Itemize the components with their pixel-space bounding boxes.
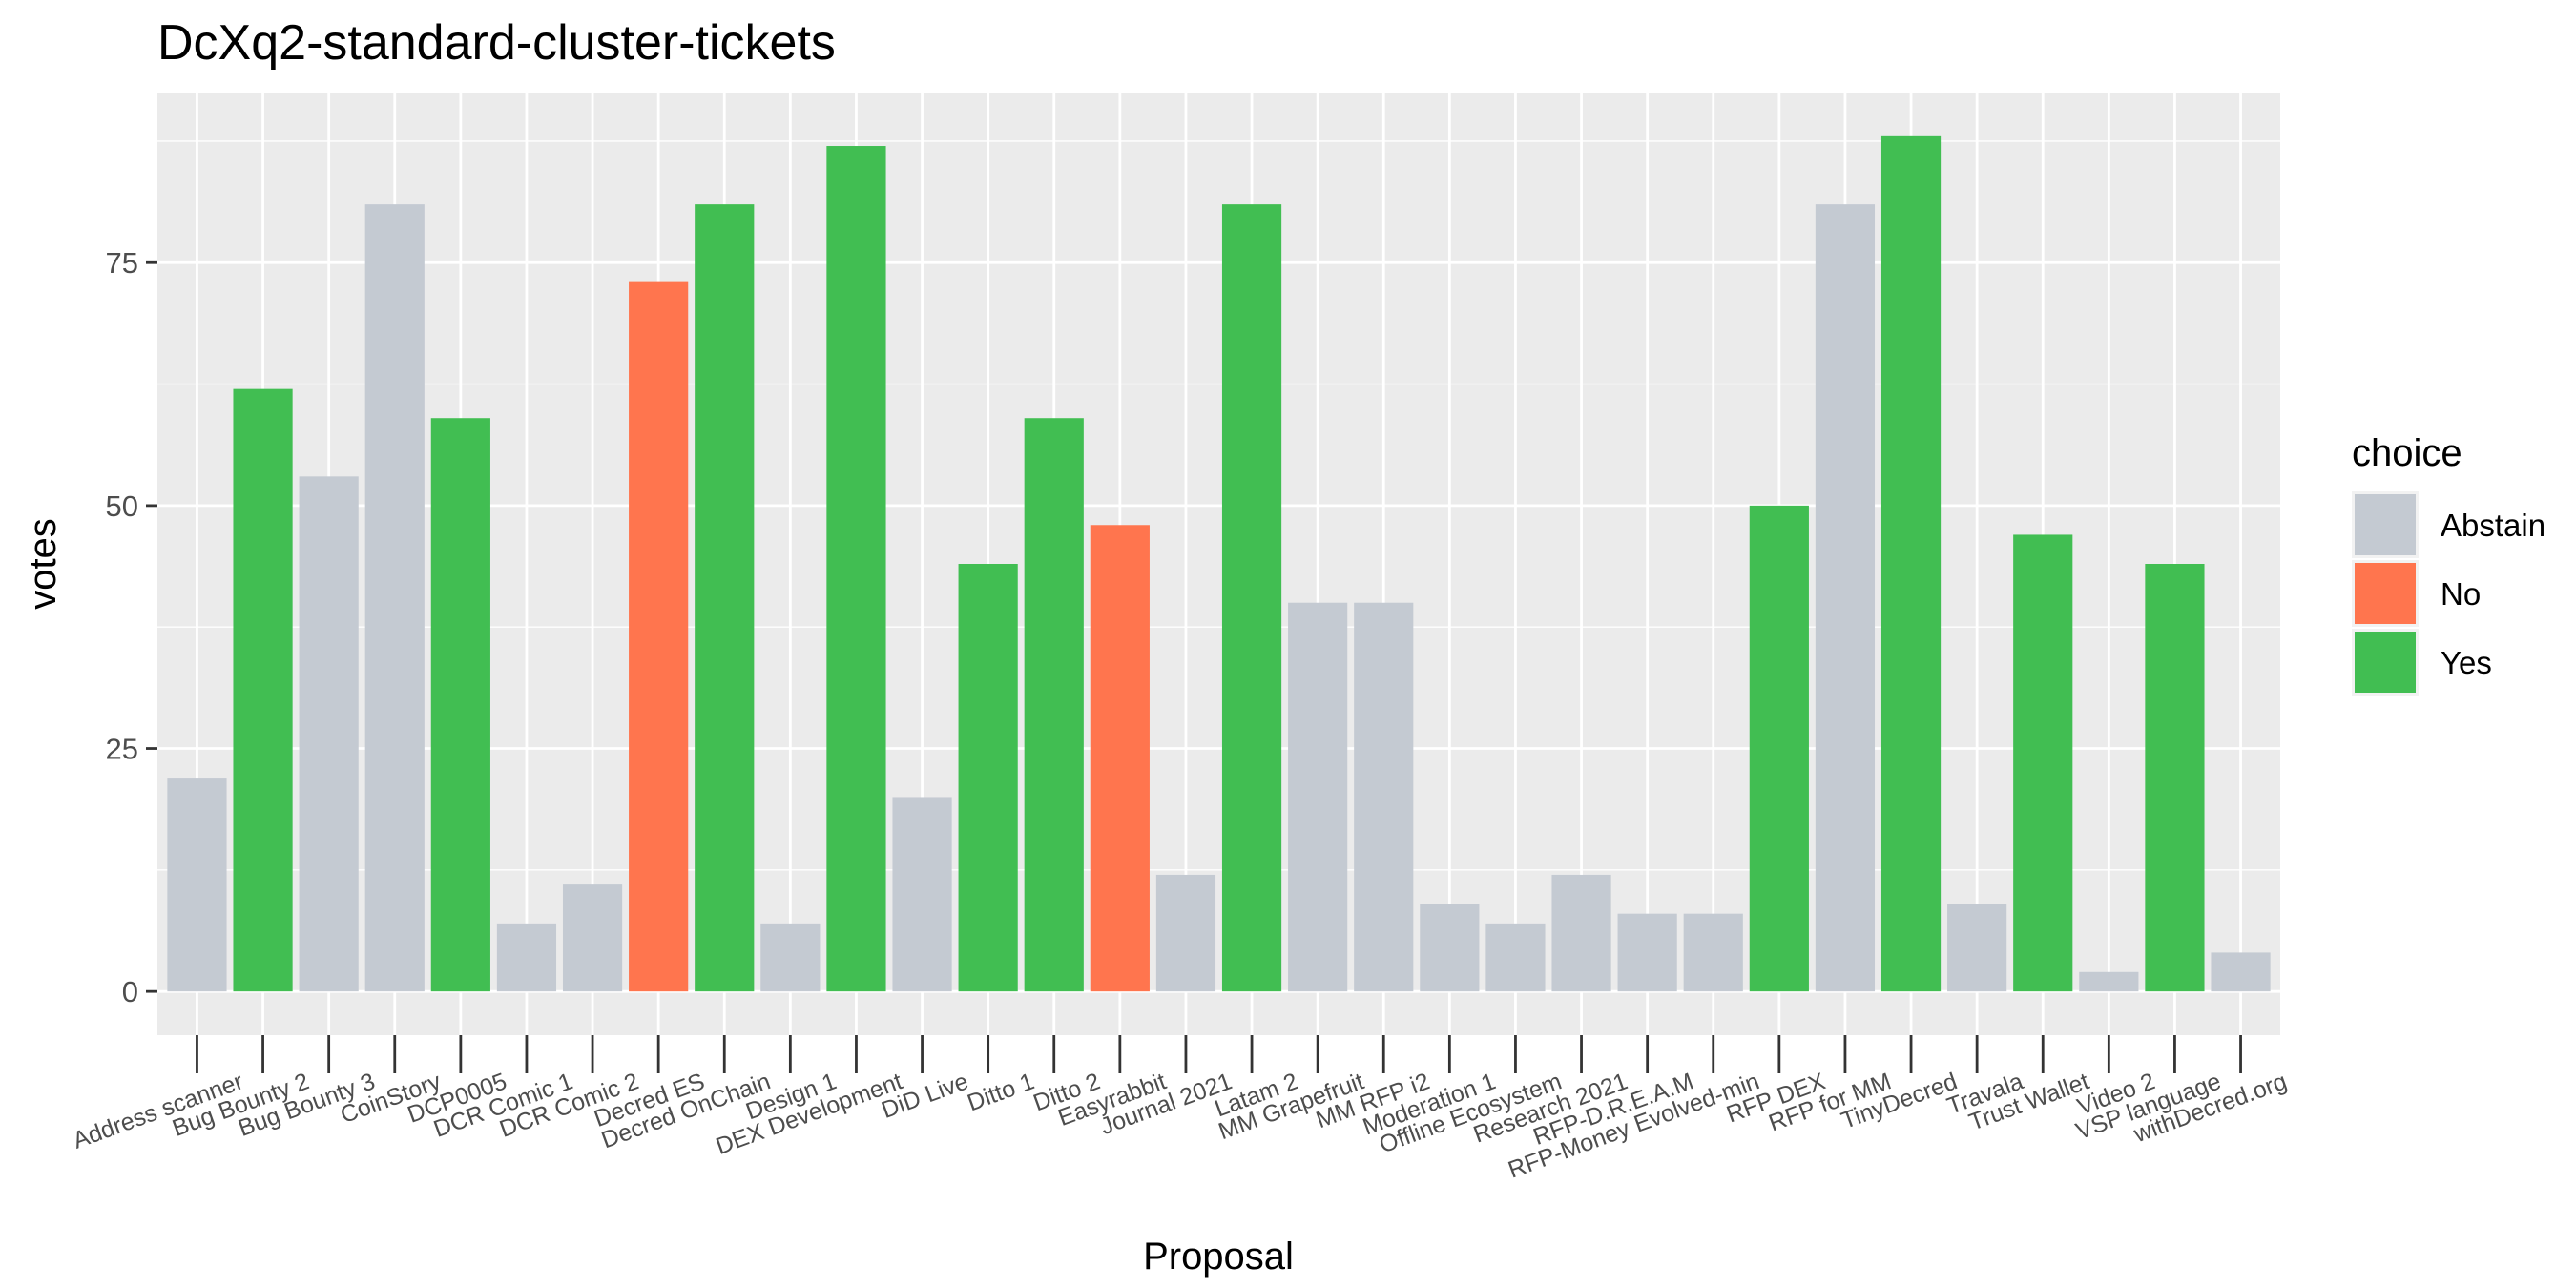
bar: [1947, 904, 2007, 992]
bar: [1485, 923, 1546, 992]
x-axis-title: Proposal: [1143, 1236, 1294, 1278]
bar: [562, 884, 623, 992]
bar: [1420, 904, 1480, 992]
bar: [1221, 204, 1282, 992]
bar: [2013, 534, 2073, 992]
bar: [760, 923, 821, 992]
bar: [1815, 204, 1876, 992]
bar: [826, 146, 886, 992]
bar: [695, 204, 755, 992]
bar: [364, 204, 425, 992]
y-axis-title: votes: [22, 518, 64, 610]
bar: [299, 476, 359, 992]
bar: [1090, 525, 1150, 992]
y-axis: 0 25 50 75: [106, 246, 157, 1008]
legend-label: Yes: [2441, 645, 2492, 680]
bar: [892, 797, 952, 992]
legend-swatch: [2355, 494, 2416, 555]
y-tick-label: 0: [122, 975, 138, 1008]
legend-title: choice: [2352, 432, 2462, 474]
bar: [629, 281, 689, 992]
chart-title: DcXq2-standard-cluster-tickets: [157, 15, 836, 71]
bar-series: [167, 135, 2271, 992]
bar: [1880, 135, 1942, 992]
bar: [167, 778, 227, 992]
legend-swatch: [2355, 632, 2416, 693]
bar: [1354, 602, 1414, 992]
bar: [2079, 971, 2139, 992]
y-tick-label: 25: [106, 733, 138, 766]
legend: choice Abstain No Yes: [2352, 432, 2545, 696]
y-tick-label: 50: [106, 489, 138, 523]
bar: [233, 388, 293, 992]
bar: [958, 564, 1018, 992]
legend-label: Abstain: [2441, 508, 2545, 543]
bar: [496, 923, 557, 992]
bar: [1683, 913, 1743, 992]
legend-label: No: [2441, 576, 2481, 612]
bar: [1551, 874, 1611, 992]
bar: [430, 418, 490, 992]
y-tick-label: 75: [106, 246, 138, 280]
bar: [1749, 505, 1809, 992]
bar: [2145, 564, 2205, 992]
bar: [1288, 602, 1348, 992]
bar: [2211, 952, 2271, 992]
x-tick-label: Ditto 1: [964, 1068, 1037, 1116]
bar: [1024, 418, 1084, 992]
legend-swatch: [2355, 563, 2416, 624]
bar: [1155, 874, 1216, 992]
bar: [1617, 913, 1677, 992]
